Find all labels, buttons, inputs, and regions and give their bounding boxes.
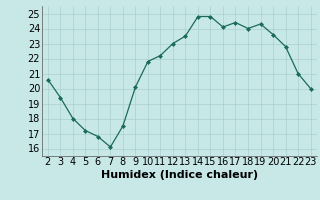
X-axis label: Humidex (Indice chaleur): Humidex (Indice chaleur): [100, 170, 258, 180]
